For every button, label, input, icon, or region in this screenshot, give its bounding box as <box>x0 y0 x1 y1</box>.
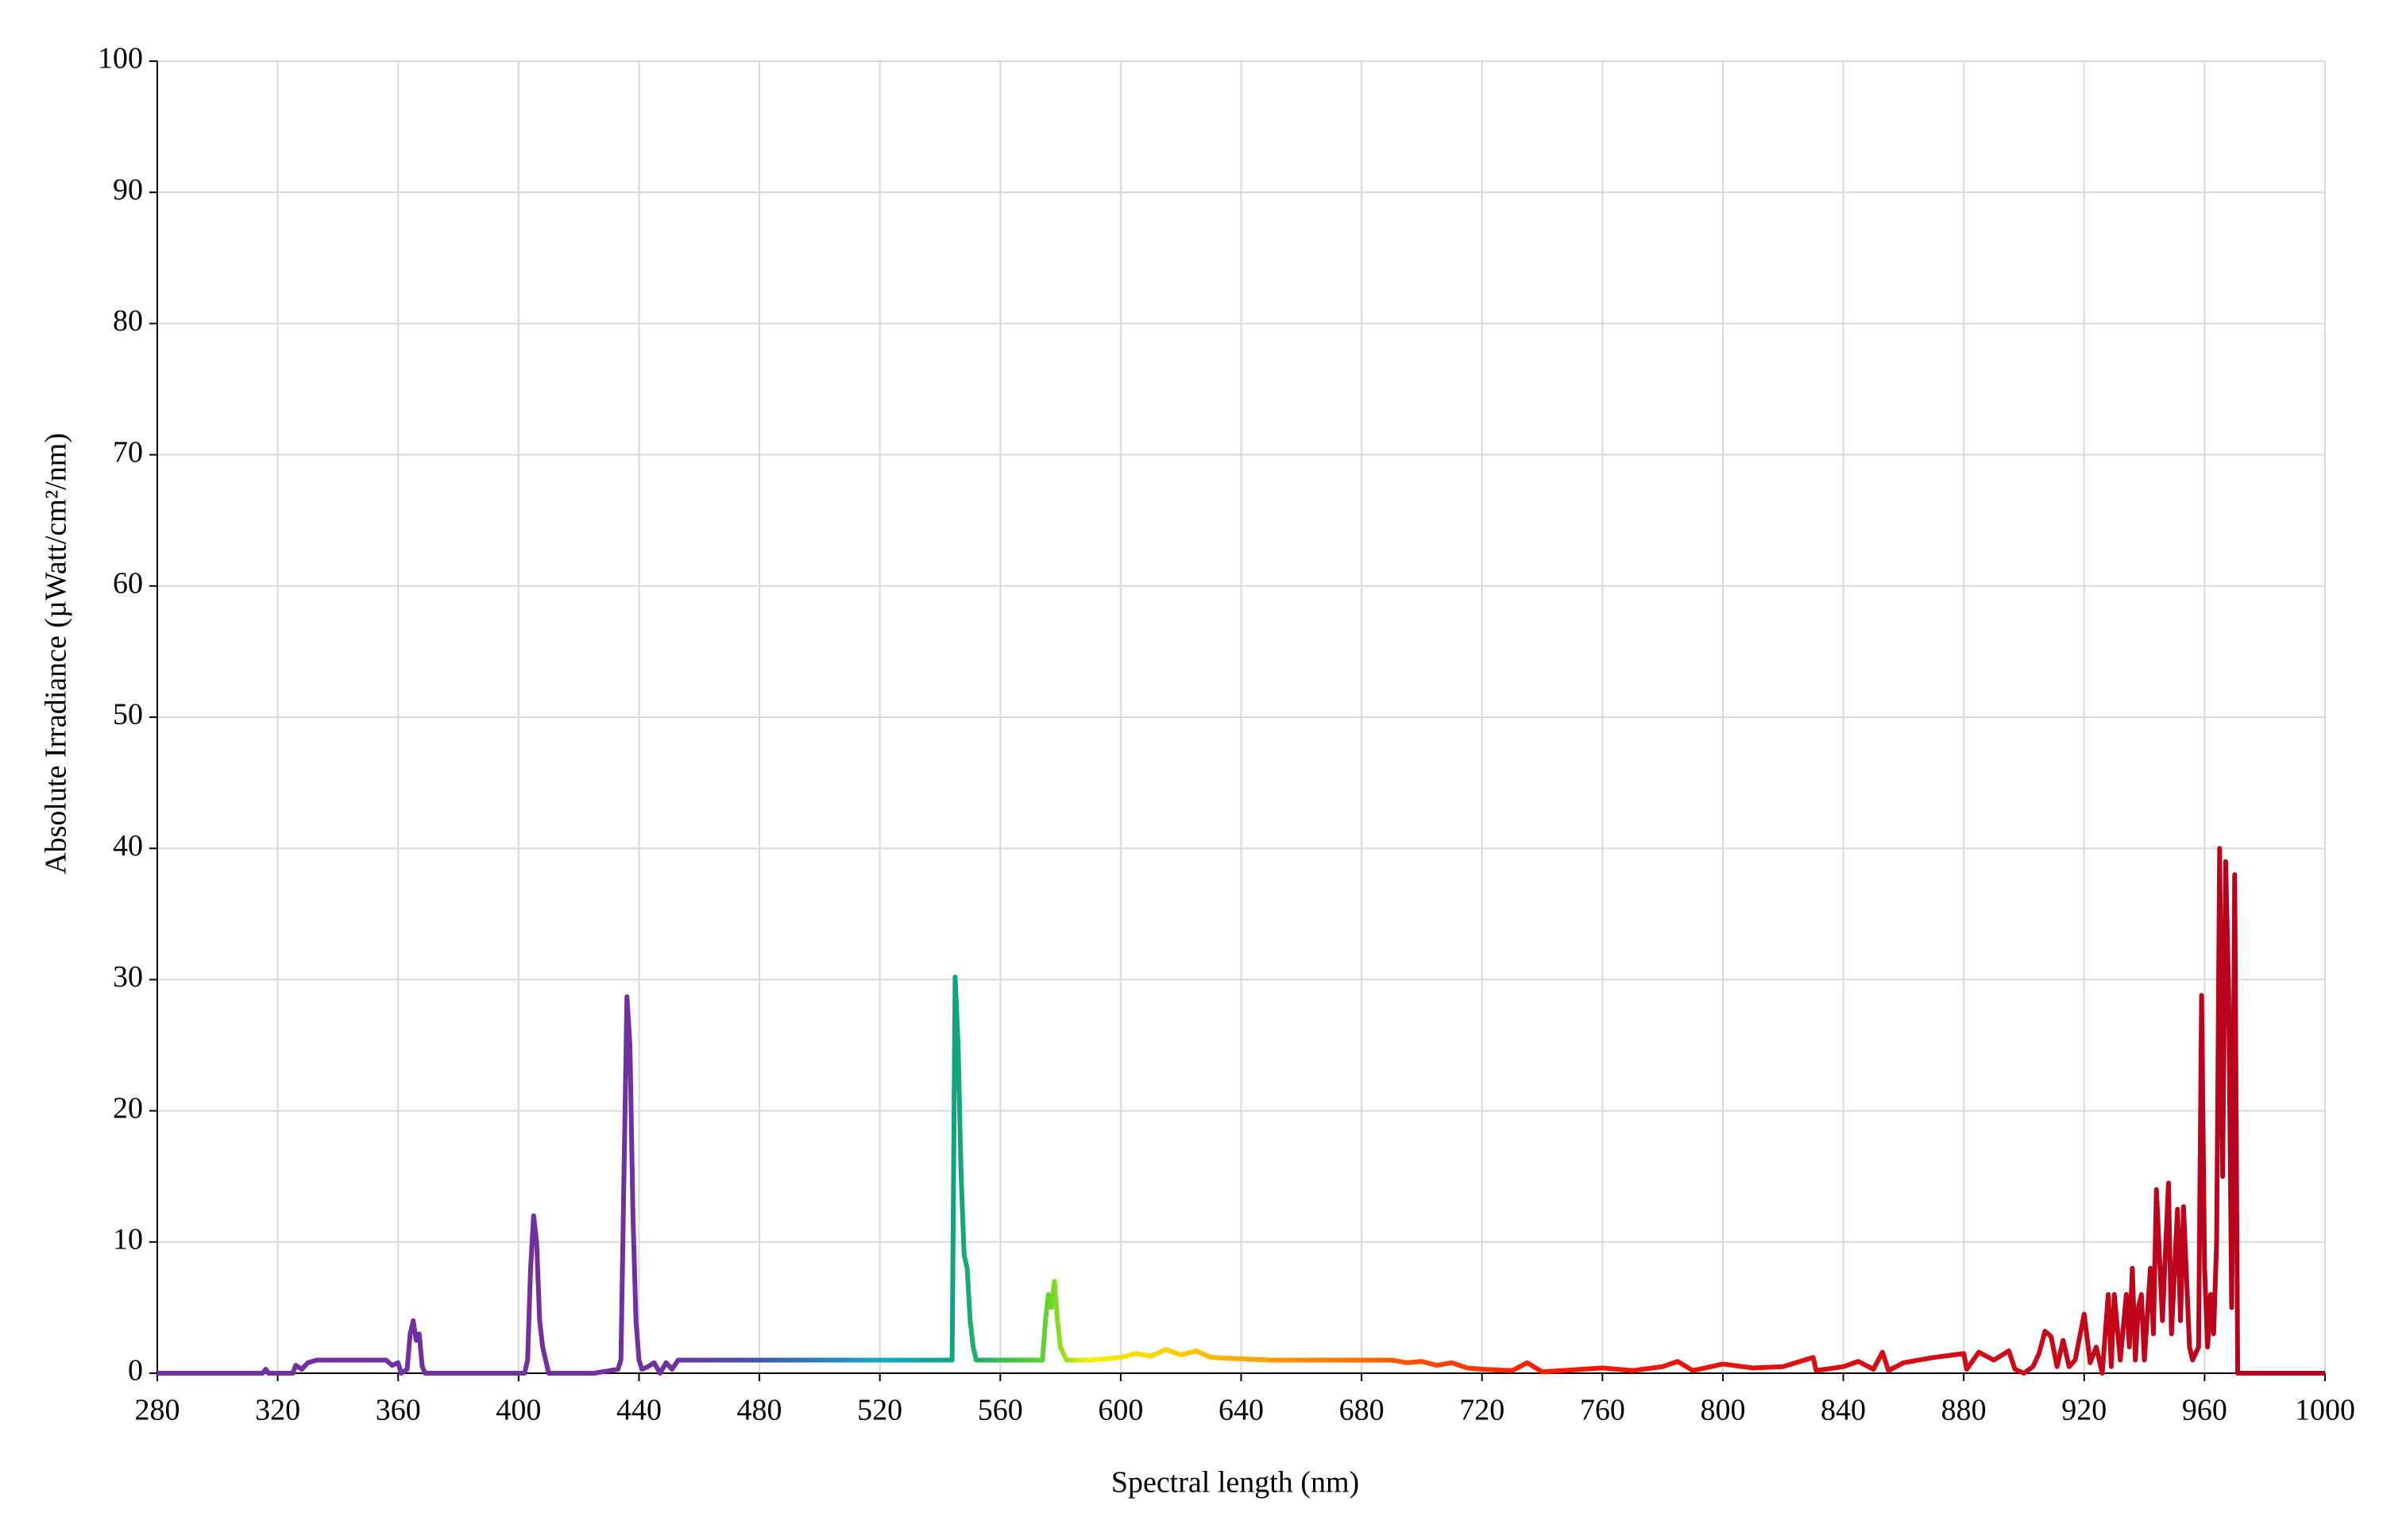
y-tick-label: 80 <box>113 304 143 338</box>
y-tick-label: 40 <box>113 829 143 863</box>
x-tick-label: 440 <box>616 1394 662 1427</box>
x-tick-label: 920 <box>2061 1394 2107 1427</box>
x-tick-label: 760 <box>1580 1394 1625 1427</box>
y-tick-label: 10 <box>113 1223 143 1256</box>
x-tick-label: 640 <box>1219 1394 1264 1427</box>
x-tick-label: 800 <box>1700 1394 1745 1427</box>
x-axis-label: Spectral length (nm) <box>1111 1466 1359 1499</box>
x-tick-label: 720 <box>1459 1394 1504 1427</box>
x-tick-label: 840 <box>1821 1394 1866 1427</box>
x-tick-label: 400 <box>496 1394 541 1427</box>
x-tick-label: 360 <box>376 1394 421 1427</box>
x-tick-label: 520 <box>857 1394 902 1427</box>
x-tick-label: 1000 <box>2295 1394 2355 1427</box>
y-axis-label: Absolute Irradiance (µWatt/cm²/nm) <box>40 433 73 874</box>
x-tick-label: 320 <box>255 1394 300 1427</box>
x-tick-label: 880 <box>1941 1394 1987 1427</box>
y-tick-label: 50 <box>113 698 143 731</box>
y-tick-label: 20 <box>113 1091 143 1125</box>
y-tick-label: 30 <box>113 960 143 994</box>
y-tick-label: 60 <box>113 567 143 600</box>
x-tick-label: 560 <box>978 1394 1023 1427</box>
y-tick-label: 0 <box>128 1354 143 1388</box>
x-tick-label: 600 <box>1098 1394 1143 1427</box>
spectrum-line <box>157 846 2325 1376</box>
y-tick-label: 90 <box>113 173 143 206</box>
x-tick-label: 680 <box>1339 1394 1385 1427</box>
x-tick-label: 280 <box>135 1394 180 1427</box>
x-tick-label: 480 <box>737 1394 782 1427</box>
y-tick-label: 70 <box>113 435 143 469</box>
y-tick-label: 100 <box>98 42 143 75</box>
x-tick-label: 960 <box>2182 1394 2227 1427</box>
